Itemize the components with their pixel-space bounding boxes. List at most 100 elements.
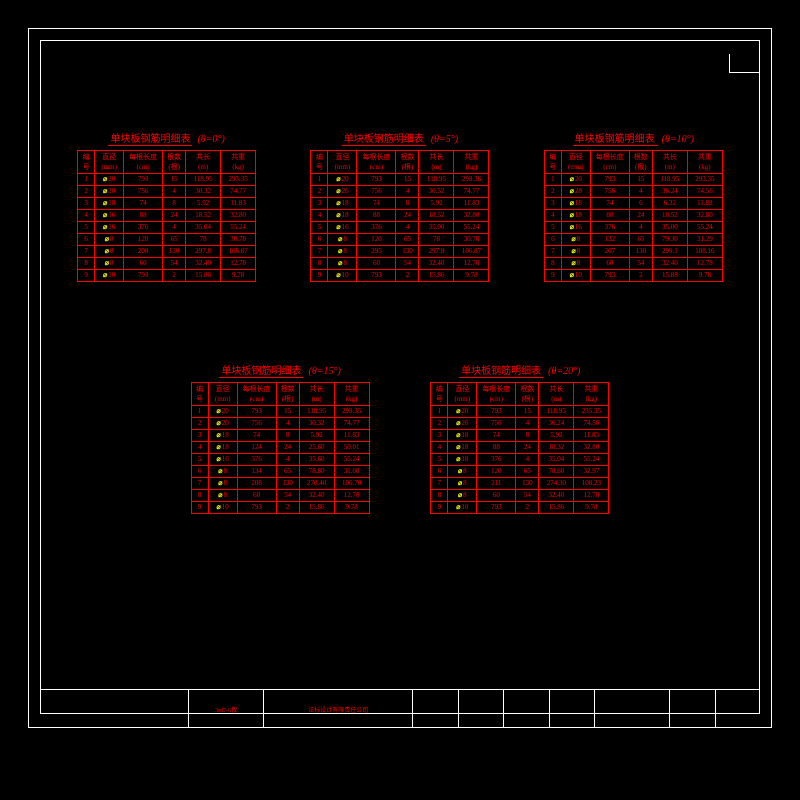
cell: ⌀26 xyxy=(448,418,477,430)
tb-cell: 法标设计有限责任公司 xyxy=(264,690,413,728)
cell: 18.52 xyxy=(652,210,687,222)
cell: 2 xyxy=(396,270,419,282)
cell: 2 xyxy=(544,186,561,198)
cell: 793 xyxy=(477,502,516,514)
table-row: 4⌀18882418.3232.80 xyxy=(431,442,609,454)
cell: 297.8 xyxy=(186,246,221,258)
cell: 124 xyxy=(237,442,276,454)
col-header: 共重(kg) xyxy=(334,383,369,406)
cell: 54 xyxy=(629,258,652,270)
table-row: 9⌀10793215.889.78 xyxy=(544,270,722,282)
table-row: 3⌀187485.9211.83 xyxy=(191,430,369,442)
cell: 11.88 xyxy=(687,198,722,210)
cell: 15 xyxy=(163,174,186,186)
cell: 12.78 xyxy=(574,490,609,502)
cell: 9.78 xyxy=(454,270,489,282)
cell: 235.35 xyxy=(574,406,609,418)
cell: 4 xyxy=(516,454,539,466)
cell: ⌀8 xyxy=(95,258,124,270)
cell: 65 xyxy=(396,234,419,246)
bom-panel: 单块板钢筋明细表 (θ=0°)编号直径(mm)每根长度(cm)根数(根)共长(m… xyxy=(77,130,256,282)
table-row: 6⌀81326579.3031.29 xyxy=(544,234,722,246)
cell: ⌀18 xyxy=(448,454,477,466)
cell: 24 xyxy=(629,210,652,222)
cell: 11.83 xyxy=(334,430,369,442)
col-header: 共重(kg) xyxy=(687,151,722,174)
cell: ⌀8 xyxy=(95,246,124,258)
cell: 50.01 xyxy=(334,442,369,454)
cell: 5 xyxy=(311,222,328,234)
cell: 12.78 xyxy=(221,258,256,270)
cell: ⌀18 xyxy=(328,210,357,222)
cell: 2 xyxy=(431,418,448,430)
cell: 4 xyxy=(191,442,208,454)
table-row: 7⌀8211130274.30108.23 xyxy=(431,478,609,490)
cell: 4 xyxy=(276,454,299,466)
cell: ⌀10 xyxy=(328,270,357,282)
cell: 12.78 xyxy=(454,258,489,270)
cell: 32.80 xyxy=(454,210,489,222)
cell: ⌀20 xyxy=(328,174,357,186)
cell: 55.24 xyxy=(687,222,722,234)
cell: 376 xyxy=(357,222,396,234)
table-row: 3⌀187485.9211.83 xyxy=(78,198,256,210)
cell: 108.23 xyxy=(574,478,609,490)
table-row: 7⌀8208130270.40106.70 xyxy=(191,478,369,490)
cell: 74 xyxy=(590,198,629,210)
table-row: 8⌀8605432.4012.78 xyxy=(311,258,489,270)
cell: 15.86 xyxy=(299,502,334,514)
cell: 74.77 xyxy=(334,418,369,430)
cell: 60 xyxy=(590,258,629,270)
corner-mark xyxy=(729,54,760,73)
cell: 3 xyxy=(191,430,208,442)
table-row: 2⌀26756436.2474.56 xyxy=(431,418,609,430)
table-row: 2⌀20756430.3274.77 xyxy=(191,418,369,430)
table-row: 1⌀2079315118.95293.35 xyxy=(78,174,256,186)
cell: ⌀18 xyxy=(448,430,477,442)
cell: 793 xyxy=(237,502,276,514)
col-header: 每根长度(cm) xyxy=(357,151,396,174)
cell: ⌀18 xyxy=(561,210,590,222)
cell: 24 xyxy=(396,210,419,222)
cell: 8 xyxy=(396,198,419,210)
tb-cell xyxy=(504,690,549,728)
table-row: 5⌀18376435.0455.24 xyxy=(431,454,609,466)
cell: ⌀18 xyxy=(561,198,590,210)
cell: ⌀8 xyxy=(208,478,237,490)
cell: 108.16 xyxy=(687,246,722,258)
cell: 293.36 xyxy=(454,174,489,186)
cell: 2 xyxy=(516,502,539,514)
cell: 30.32 xyxy=(186,186,221,198)
cell: 6 xyxy=(431,466,448,478)
cell: 9 xyxy=(311,270,328,282)
col-header: 编号 xyxy=(78,151,95,174)
cell: 4 xyxy=(276,418,299,430)
cell: 118.95 xyxy=(186,174,221,186)
cell: 55.24 xyxy=(574,454,609,466)
cell: 12.78 xyxy=(687,258,722,270)
cell: 78.60 xyxy=(539,466,574,478)
cell: 2 xyxy=(163,270,186,282)
cell: ⌀18 xyxy=(448,442,477,454)
cell: 211 xyxy=(477,478,516,490)
col-header: 根数(根) xyxy=(276,383,299,406)
cell: ⌀18 xyxy=(208,430,237,442)
cell: 74 xyxy=(477,430,516,442)
cell: 3 xyxy=(544,198,561,210)
cell: ⌀18 xyxy=(95,198,124,210)
cell: 78.80 xyxy=(299,466,334,478)
cell: ⌀8 xyxy=(561,258,590,270)
table-row: 4⌀18882418.5232.80 xyxy=(311,210,489,222)
cell: 270.40 xyxy=(299,478,334,490)
cell: 130 xyxy=(276,478,299,490)
cell: 5.92 xyxy=(539,430,574,442)
cell: ⌀8 xyxy=(328,234,357,246)
cell: 118.95 xyxy=(299,406,334,418)
col-header: 直径(mm) xyxy=(448,383,477,406)
cell: 208 xyxy=(237,478,276,490)
col-header: 共长(m) xyxy=(299,383,334,406)
cell: 55.24 xyxy=(221,222,256,234)
cell: 6 xyxy=(629,198,652,210)
cell: 32.40 xyxy=(186,258,221,270)
cell: 88 xyxy=(477,442,516,454)
